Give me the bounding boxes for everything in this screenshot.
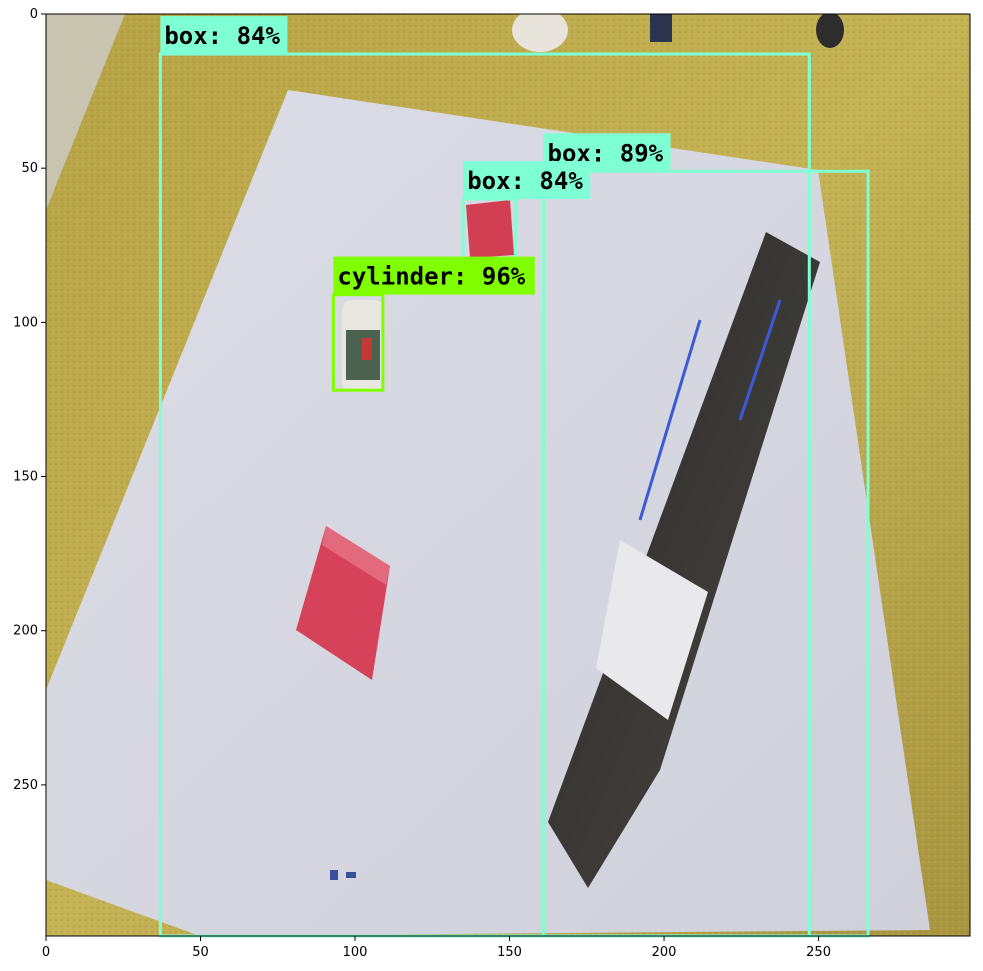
red-box-top	[322, 526, 390, 585]
shoe-right	[650, 14, 672, 42]
x-tick-label: 50	[192, 945, 209, 960]
y-axis: 0 50 100 150 200 250	[13, 7, 46, 793]
board-mark	[330, 870, 338, 880]
box-label-background	[463, 161, 591, 200]
cylinder-label: cylinder: 96%	[337, 263, 525, 291]
dark-product-box	[548, 232, 820, 888]
photo-image	[46, 14, 970, 936]
x-tick-label: 100	[343, 945, 368, 960]
x-tick-label: 150	[497, 945, 522, 960]
x-axis: 0 50 100 150 200 250	[42, 936, 831, 960]
shoe-dark	[816, 14, 844, 48]
y-tick-label: 100	[13, 315, 38, 330]
white-board	[46, 90, 930, 936]
product-box-stripe	[638, 319, 702, 521]
board-mark-2	[346, 872, 356, 878]
can-label-red	[362, 338, 372, 360]
x-tick-label: 250	[806, 945, 831, 960]
box-label: box: 84%	[164, 22, 280, 50]
y-tick-label: 250	[13, 778, 38, 793]
y-tick-label: 200	[13, 624, 38, 639]
x-tick-label: 200	[652, 945, 677, 960]
cabinet-corner	[46, 14, 125, 210]
shoe-left	[512, 14, 568, 52]
product-box-stripe-2	[738, 299, 782, 421]
cylinder-label-background	[333, 256, 535, 295]
x-tick-label: 0	[42, 945, 50, 960]
small-red-box	[466, 200, 514, 258]
box-label-background	[160, 16, 288, 55]
axes-frame	[45, 13, 971, 937]
y-tick-label: 0	[30, 7, 38, 22]
y-tick-label: 150	[13, 470, 38, 485]
product-box-sticker	[596, 540, 708, 720]
detection-overlays: box: 84%box: 89%box: 84%cylinder: 96%	[158, 16, 870, 938]
box-label: box: 84%	[467, 167, 583, 195]
y-tick-label: 50	[21, 161, 38, 176]
